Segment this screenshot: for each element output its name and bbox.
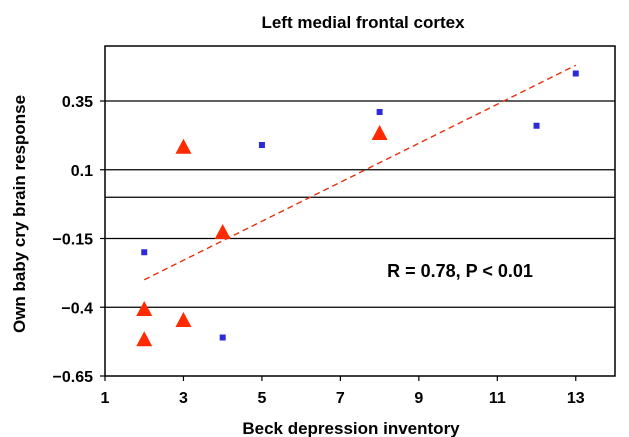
square-point: [376, 109, 383, 115]
trendline: [143, 64, 577, 281]
triangle-point: [214, 224, 231, 239]
triangle-point: [175, 312, 192, 327]
y-axis-title: Own baby cry brain response: [10, 95, 29, 333]
x-axis-title: Beck depression inventory: [242, 419, 460, 437]
x-tick-label: 3: [179, 390, 188, 407]
square-point: [219, 334, 226, 341]
y-tick-labels: 0.35 0.1 −0.15 −0.4 −0.65: [53, 94, 105, 386]
square-point: [533, 122, 540, 129]
triangle-point: [136, 331, 153, 347]
trendline-group: [143, 64, 577, 281]
square-point: [572, 70, 579, 77]
y-tick-label: −0.15: [53, 232, 94, 249]
triangle-point: [371, 125, 388, 140]
y-tick-label: 0.35: [62, 94, 93, 111]
triangle-point: [136, 301, 153, 316]
y-tick-label: −0.65: [53, 369, 94, 386]
x-tick-labels: 1 3 5 7 9 11 13: [101, 376, 585, 407]
x-tick-label: 13: [567, 390, 585, 407]
square-point: [141, 249, 148, 256]
correlation-annotation: R = 0.78, P < 0.01: [387, 261, 533, 281]
x-tick-label: 5: [257, 390, 266, 407]
data-points: [136, 70, 579, 347]
x-tick-label: 1: [101, 390, 110, 407]
square-point: [258, 142, 265, 148]
chart-title: Left medial frontal cortex: [261, 13, 465, 32]
x-tick-label: 9: [414, 390, 423, 407]
y-tick-label: 0.1: [71, 163, 93, 180]
x-tick-label: 7: [336, 390, 345, 407]
y-tick-label: −0.4: [61, 300, 93, 317]
x-tick-label: 11: [489, 390, 506, 407]
grid-lines: [105, 100, 615, 308]
plot-frame: [104, 45, 616, 377]
triangle-point: [175, 138, 192, 154]
